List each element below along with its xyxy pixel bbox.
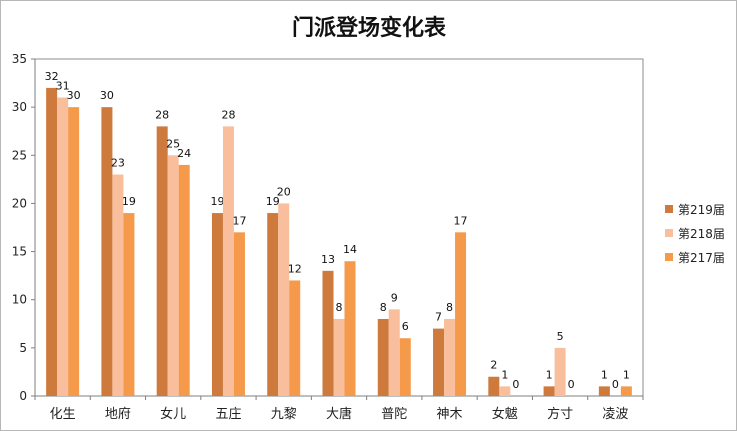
data-label: 1 bbox=[623, 368, 630, 381]
bar bbox=[57, 97, 69, 396]
bar bbox=[554, 347, 566, 396]
x-tick-label: 地府 bbox=[105, 407, 131, 422]
x-tick-label: 九黎 bbox=[271, 407, 297, 422]
y-tick-label: 20 bbox=[12, 196, 27, 210]
data-label: 25 bbox=[166, 137, 180, 150]
data-label: 19 bbox=[210, 195, 224, 208]
bar bbox=[267, 213, 279, 396]
data-label: 7 bbox=[435, 311, 442, 324]
y-tick-label: 15 bbox=[12, 245, 27, 259]
bar bbox=[278, 203, 290, 396]
legend-swatch bbox=[665, 205, 673, 213]
x-tick-label: 普陀 bbox=[381, 406, 407, 422]
data-label: 23 bbox=[111, 157, 125, 170]
bar bbox=[112, 174, 124, 396]
bar bbox=[598, 386, 610, 396]
bar bbox=[543, 386, 555, 396]
y-tick-label: 35 bbox=[12, 52, 27, 66]
bar bbox=[322, 270, 334, 396]
bar bbox=[499, 386, 511, 396]
bar bbox=[333, 318, 345, 396]
data-label: 8 bbox=[336, 301, 343, 314]
data-label: 0 bbox=[512, 378, 519, 391]
data-label: 17 bbox=[232, 214, 246, 227]
bar bbox=[68, 107, 80, 397]
bar bbox=[233, 232, 245, 396]
data-label: 31 bbox=[56, 80, 70, 93]
x-tick-label: 女魃 bbox=[492, 406, 518, 422]
data-label: 12 bbox=[288, 262, 302, 275]
data-label: 28 bbox=[155, 108, 169, 121]
y-tick-label: 10 bbox=[12, 293, 27, 307]
data-label: 17 bbox=[454, 214, 468, 227]
data-label: 1 bbox=[501, 368, 508, 381]
legend-entry: 第217届 bbox=[678, 251, 725, 265]
plot-area: 05101520253035化生323130地府302319女儿282524五庄… bbox=[12, 52, 644, 422]
bar bbox=[211, 213, 223, 396]
data-label: 8 bbox=[380, 301, 387, 314]
y-tick-label: 30 bbox=[12, 100, 27, 114]
legend-entry: 第219届 bbox=[678, 203, 725, 217]
data-label: 1 bbox=[601, 368, 608, 381]
x-tick-label: 五庄 bbox=[215, 406, 241, 422]
bar bbox=[222, 126, 234, 397]
data-label: 24 bbox=[177, 147, 191, 160]
bar bbox=[156, 126, 168, 397]
data-label: 14 bbox=[343, 243, 357, 256]
data-label: 32 bbox=[45, 70, 59, 83]
x-tick-label: 方寸 bbox=[547, 406, 573, 422]
bar bbox=[101, 107, 113, 397]
data-label: 0 bbox=[568, 378, 575, 391]
legend-swatch bbox=[665, 253, 673, 261]
y-tick-label: 0 bbox=[19, 389, 27, 403]
bar bbox=[488, 376, 500, 396]
legend-entry: 第218届 bbox=[678, 227, 725, 241]
data-label: 1 bbox=[546, 368, 553, 381]
bar bbox=[620, 386, 632, 396]
data-label: 30 bbox=[67, 89, 81, 102]
data-label: 0 bbox=[612, 378, 619, 391]
bar bbox=[46, 87, 58, 396]
y-tick-label: 25 bbox=[12, 148, 27, 162]
bar bbox=[167, 155, 179, 396]
chart-title: 门派登场变化表 bbox=[292, 15, 447, 41]
y-tick-label: 5 bbox=[19, 341, 27, 355]
x-tick-label: 化生 bbox=[50, 407, 76, 422]
bar bbox=[289, 280, 301, 396]
data-label: 28 bbox=[221, 108, 235, 121]
bar bbox=[344, 261, 356, 396]
data-label: 20 bbox=[277, 185, 291, 198]
data-label: 9 bbox=[391, 291, 398, 304]
data-label: 30 bbox=[100, 89, 114, 102]
legend-swatch bbox=[665, 229, 673, 237]
bar bbox=[178, 164, 190, 396]
bar bbox=[388, 309, 400, 396]
bar bbox=[433, 328, 445, 396]
bar bbox=[399, 338, 411, 396]
bar bbox=[444, 318, 456, 396]
data-label: 8 bbox=[446, 301, 453, 314]
data-label: 19 bbox=[122, 195, 136, 208]
data-label: 2 bbox=[490, 359, 497, 372]
bar bbox=[377, 318, 389, 396]
x-tick-label: 神木 bbox=[437, 407, 463, 422]
data-label: 13 bbox=[321, 253, 335, 266]
bar bbox=[455, 232, 467, 396]
bar bbox=[123, 213, 135, 396]
data-label: 6 bbox=[402, 320, 409, 333]
x-tick-label: 女儿 bbox=[160, 406, 186, 422]
data-label: 19 bbox=[266, 195, 280, 208]
data-label: 5 bbox=[557, 330, 564, 343]
x-tick-label: 大唐 bbox=[326, 406, 352, 422]
x-tick-label: 凌波 bbox=[602, 407, 628, 422]
